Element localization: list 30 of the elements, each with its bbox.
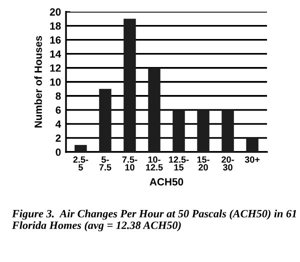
bar bbox=[99, 88, 112, 152]
text: Figure 3. Air Changes Per Hour at 50 Pascals (ACH50) in 61 Florida Homes (avg = 12.38 ACH50) bbox=[12, 210, 296, 232]
bar bbox=[148, 68, 160, 152]
x-tick-label: 2.5- 5 bbox=[73, 156, 88, 171]
bar bbox=[172, 110, 185, 152]
y-tick-label: 14 bbox=[50, 50, 62, 58]
x-tick-label: 12.5- 15 bbox=[169, 156, 189, 171]
x-tick-label: 20- 30 bbox=[222, 156, 234, 171]
y-tick-label: 8 bbox=[56, 92, 61, 100]
bar bbox=[124, 18, 136, 152]
bar bbox=[197, 110, 210, 152]
y-tick-label: 4 bbox=[56, 120, 62, 128]
x-tick-label: 30+ bbox=[244, 156, 260, 163]
y-tick-label: 16 bbox=[50, 36, 61, 44]
x-tick-label: 10- 12.5 bbox=[146, 156, 163, 171]
y-tick-label: 10 bbox=[50, 78, 61, 86]
bar bbox=[222, 110, 234, 152]
y-tick-label: 12 bbox=[50, 64, 61, 72]
bar bbox=[74, 144, 87, 152]
y-tick-label: 20 bbox=[50, 8, 61, 16]
x-tick-label: 7.5- 10 bbox=[122, 156, 138, 171]
y-tick-label: 6 bbox=[56, 106, 61, 114]
y-tick-label: 2 bbox=[56, 134, 61, 142]
x-tick-label: 5- 7.5 bbox=[99, 156, 112, 171]
y-tick-label: 0 bbox=[56, 148, 61, 156]
x-axis-title: ACH50 bbox=[150, 178, 184, 186]
y-axis-title: Number of Houses bbox=[34, 36, 42, 128]
x-tick-label: 15- 20 bbox=[197, 156, 210, 171]
y-tick-label: 18 bbox=[50, 22, 61, 30]
bar bbox=[246, 138, 258, 152]
